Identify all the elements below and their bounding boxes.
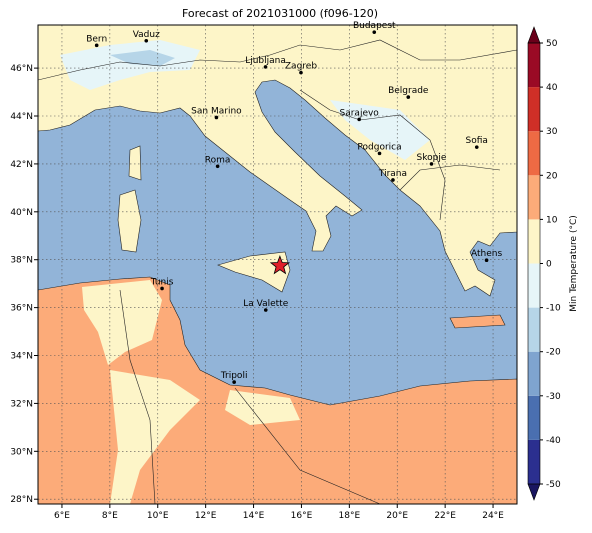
colorbar-band bbox=[528, 263, 540, 308]
sicily bbox=[217, 251, 291, 293]
colorbar-tick-label: 10 bbox=[546, 215, 558, 225]
x-tick-label: 6°E bbox=[54, 511, 70, 521]
colorbar-over bbox=[527, 26, 541, 44]
city-dot bbox=[372, 30, 377, 34]
alps-colder bbox=[110, 50, 175, 66]
africa-mild bbox=[82, 280, 300, 504]
colorbar-band bbox=[528, 43, 540, 88]
city-dot bbox=[377, 151, 382, 156]
city-label: La Valette bbox=[243, 299, 288, 309]
crete bbox=[449, 314, 506, 329]
colorbar-tick-label: -40 bbox=[546, 436, 561, 446]
y-tick-label: 42°N bbox=[10, 160, 33, 170]
corsica bbox=[128, 145, 142, 181]
city-label: Podgorica bbox=[357, 142, 401, 152]
city-label: Athens bbox=[471, 249, 502, 259]
balkan-cold bbox=[330, 100, 430, 160]
y-tick-label: 28°N bbox=[10, 495, 33, 505]
x-tick-label: 24°E bbox=[482, 511, 504, 521]
y-tick-label: 32°N bbox=[10, 399, 33, 409]
city-dot bbox=[144, 39, 149, 43]
colorbar-band bbox=[528, 395, 540, 440]
colorbar-tick-label: 20 bbox=[546, 171, 558, 181]
colorbar-tick-label: -20 bbox=[546, 348, 561, 358]
y-tick-label: 40°N bbox=[10, 208, 33, 218]
alps-cold bbox=[60, 40, 200, 90]
colorbar-band bbox=[528, 439, 540, 484]
country-borders bbox=[38, 39, 517, 504]
city-label: Sofia bbox=[466, 136, 488, 146]
colorbar-band bbox=[528, 131, 540, 176]
city-dot bbox=[429, 162, 434, 166]
x-tick-label: 18°E bbox=[339, 511, 361, 521]
city-label: Budapest bbox=[353, 21, 396, 31]
city-dot bbox=[391, 178, 395, 182]
city-label: Sarajevo bbox=[340, 108, 380, 118]
colorbar-tick-label: 30 bbox=[546, 127, 558, 137]
city-dot bbox=[263, 308, 268, 312]
colorbar-tick-label: -30 bbox=[546, 392, 561, 402]
x-tick-label: 20°E bbox=[386, 511, 408, 521]
city-label: Vaduz bbox=[133, 30, 160, 40]
y-tick-label: 34°N bbox=[10, 352, 33, 362]
city-label: Zagreb bbox=[285, 62, 317, 72]
colorbar-band bbox=[528, 307, 540, 352]
city-dot bbox=[484, 258, 489, 262]
map-layers bbox=[38, 25, 517, 504]
city-dot bbox=[263, 65, 268, 69]
city-dot bbox=[94, 43, 99, 48]
city-dot bbox=[299, 70, 303, 75]
location-star bbox=[269, 255, 290, 275]
city-dot bbox=[357, 117, 361, 122]
city-dot bbox=[232, 380, 236, 384]
y-tick-label: 36°N bbox=[10, 304, 33, 314]
colorbar-under bbox=[527, 483, 541, 501]
x-tick-label: 22°E bbox=[434, 511, 456, 521]
colorbar-band bbox=[528, 175, 540, 220]
x-tick-label: 10°E bbox=[147, 511, 169, 521]
city-dot bbox=[406, 95, 411, 99]
graticule: 6°E 8°E 10°E 12°E 14°E 16°E 18°E 20°E 22°E 24°E 28… bbox=[10, 25, 517, 521]
colorbar-tick-label: 0 bbox=[546, 260, 552, 270]
colorbar-band bbox=[528, 219, 540, 264]
map-frame bbox=[37, 24, 518, 505]
city-label: Tripoli bbox=[220, 371, 248, 381]
city-dot bbox=[160, 286, 164, 291]
city-label: Tunis bbox=[150, 277, 174, 287]
colorbar-label: Min Temperature (°C) bbox=[569, 215, 579, 312]
x-tick-label: 14°E bbox=[243, 511, 265, 521]
x-tick-label: 12°E bbox=[195, 511, 217, 521]
city-label: Ljubljana bbox=[245, 56, 286, 66]
y-tick-label: 44°N bbox=[10, 112, 33, 122]
city-dot bbox=[474, 145, 479, 149]
city-label: Bern bbox=[86, 34, 107, 44]
city-dot bbox=[214, 115, 219, 120]
city-label: Roma bbox=[205, 155, 231, 165]
city-label: Tirana bbox=[378, 169, 407, 179]
city-label: Skopje bbox=[417, 153, 447, 163]
city-label: San Marino bbox=[191, 106, 242, 116]
colorbar-tick-label: -10 bbox=[546, 304, 561, 314]
y-tick-label: 46°N bbox=[10, 64, 33, 74]
x-tick-label: 8°E bbox=[102, 511, 118, 521]
city-dot bbox=[215, 164, 220, 169]
colorbar-band bbox=[528, 351, 540, 396]
colorbar: -50 -40 -30 -20 -10 0 10 20 30 40 50 bbox=[527, 26, 561, 501]
colorbar-tick-label: 50 bbox=[546, 39, 558, 49]
colorbar-tick-label: -50 bbox=[546, 480, 561, 490]
colorbar-tick-label: 40 bbox=[546, 83, 558, 93]
y-tick-label: 38°N bbox=[10, 256, 33, 266]
colorbar-band bbox=[528, 87, 540, 132]
map-title: Forecast of 2021031000 (f096-120) bbox=[182, 7, 378, 20]
x-tick-label: 16°E bbox=[291, 511, 313, 521]
y-tick-label: 30°N bbox=[10, 447, 33, 457]
city-label: Belgrade bbox=[388, 86, 429, 96]
sardinia bbox=[117, 189, 142, 253]
